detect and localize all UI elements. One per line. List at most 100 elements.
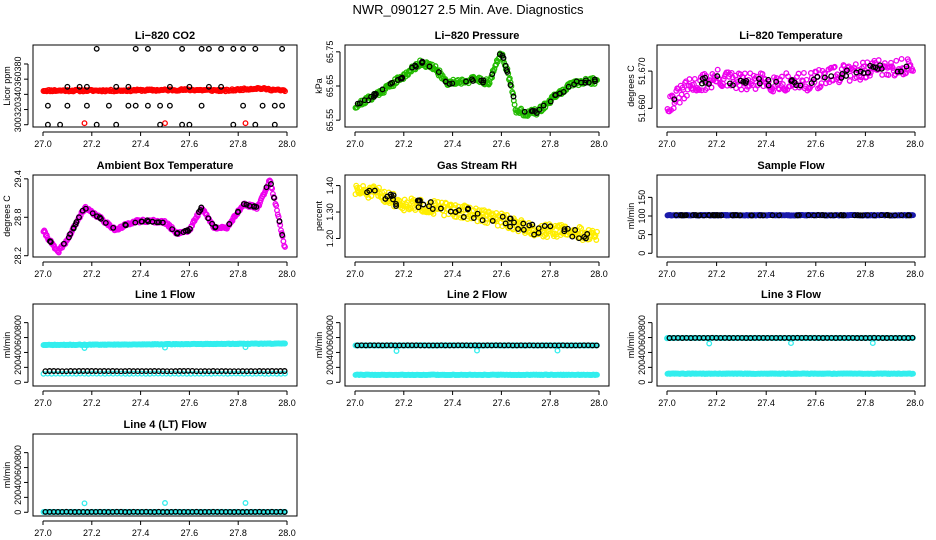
data-point-averages — [903, 63, 910, 70]
data-point-high-rate — [881, 60, 888, 67]
chart-title: Line 2 Flow — [447, 289, 507, 301]
data-point-averages — [252, 121, 259, 127]
data-point-averages — [371, 187, 378, 194]
data-point-high-rate — [696, 87, 703, 94]
data-point-spikes — [242, 500, 249, 506]
data-point-averages — [415, 204, 422, 211]
data-point-averages — [535, 225, 542, 232]
data-point-averages — [83, 83, 90, 90]
data-point-averages — [714, 73, 721, 80]
data-point-high-rate — [778, 73, 785, 80]
data-point-high-rate — [282, 243, 288, 250]
data-point-high-rate — [280, 87, 287, 94]
y-tick-label: 0 — [637, 251, 647, 256]
data-point-averages — [507, 215, 513, 222]
data-point-averages — [499, 52, 506, 59]
data-point-averages — [379, 86, 386, 93]
data-point-averages — [105, 102, 112, 109]
y-tick-label: 1.40 — [325, 177, 335, 195]
x-tick-label: 27.6 — [493, 269, 511, 279]
x-tick-label: 27.4 — [132, 398, 150, 408]
x-tick-label: 27.2 — [708, 269, 726, 279]
data-point-high-rate — [267, 178, 274, 185]
data-point-high-rate — [683, 92, 690, 99]
x-tick-label: 27.6 — [181, 269, 199, 279]
data-point-averages — [711, 212, 718, 219]
data-point-averages — [705, 212, 712, 219]
chart-panel-10: Line 4 (LT) Flow ml/min 27.0 27.2 27.4 27.6 27… — [2, 419, 298, 538]
data-point-averages — [756, 80, 763, 87]
data-point-averages — [748, 212, 755, 219]
data-point-averages — [240, 201, 247, 208]
data-point-averages — [556, 90, 563, 97]
y-tick-label: 100 — [637, 208, 647, 223]
y-tick-label: 0 — [13, 510, 23, 515]
y-tick-label: 200 — [637, 360, 647, 375]
data-point-averages — [93, 121, 100, 127]
x-tick-label: 27.8 — [541, 269, 559, 279]
x-tick-label: 27.0 — [658, 139, 676, 149]
x-tick-label: 28.0 — [278, 269, 296, 279]
data-point-averages — [470, 215, 477, 221]
data-layer — [664, 212, 916, 219]
data-point-averages — [547, 98, 554, 105]
data-point-averages — [226, 221, 233, 227]
data-point-averages — [64, 83, 71, 90]
chart-title: Sample Flow — [757, 160, 825, 172]
data-point-averages — [281, 509, 288, 515]
data-point-averages — [843, 67, 850, 74]
data-point-averages — [113, 83, 120, 90]
data-point-averages — [368, 93, 375, 100]
data-point-averages — [592, 78, 598, 85]
data-point-averages — [393, 203, 400, 209]
data-point-averages — [414, 197, 421, 204]
y-tick-label: 50 — [637, 230, 647, 240]
data-point-averages — [437, 205, 444, 212]
data-point-averages — [864, 69, 871, 76]
data-point-averages — [465, 205, 472, 212]
x-tick-label: 27.0 — [34, 528, 52, 538]
x-tick-label: 27.6 — [493, 398, 511, 408]
y-tick-label: 400 — [13, 345, 23, 360]
data-point-averages — [502, 220, 509, 227]
data-point-outliers — [81, 120, 88, 127]
data-point-averages — [205, 45, 212, 52]
data-point-averages — [179, 121, 186, 127]
data-point-averages — [526, 222, 533, 229]
plot-frame — [344, 303, 610, 387]
data-point-averages — [276, 218, 283, 225]
x-tick-label: 27.0 — [658, 398, 676, 408]
data-point-line-flow — [282, 340, 288, 347]
data-point-averages — [757, 212, 763, 219]
data-point-high-rate — [593, 237, 600, 243]
data-point-averages — [821, 74, 828, 81]
x-tick-label: 28.0 — [590, 139, 608, 149]
y-tick-label: 400 — [325, 345, 335, 360]
data-point-dips — [81, 345, 88, 351]
data-point-averages — [132, 102, 139, 109]
x-tick-label: 27.4 — [444, 139, 462, 149]
data-point-averages — [769, 212, 776, 219]
data-point-outliers — [242, 120, 249, 127]
x-tick-label: 27.0 — [34, 139, 52, 149]
y-axis-label: ml/min — [2, 332, 12, 359]
data-point-averages — [253, 203, 260, 210]
data-point-outliers — [162, 120, 168, 127]
data-point-averages — [740, 78, 747, 85]
data-point-averages — [474, 210, 481, 217]
x-tick-label: 27.2 — [83, 528, 101, 538]
y-axis-label: ml/min — [314, 332, 324, 359]
data-point-averages — [822, 212, 829, 219]
x-tick-label: 27.0 — [34, 398, 52, 408]
x-tick-label: 27.4 — [757, 139, 775, 149]
data-layer — [40, 340, 288, 377]
chart-panel-2: Li−820 Pressure kPa 27.0 27.2 27.4 27.6 27.8 28… — [314, 30, 610, 149]
y-tick-label: 1.20 — [325, 230, 335, 248]
data-point-averages — [157, 102, 164, 109]
x-tick-label: 27.8 — [541, 139, 559, 149]
data-point-averages — [186, 83, 193, 90]
x-tick-label: 27.4 — [132, 269, 150, 279]
data-point-averages — [765, 82, 772, 89]
data-point-high-rate — [458, 206, 465, 213]
data-point-averages — [218, 45, 225, 52]
